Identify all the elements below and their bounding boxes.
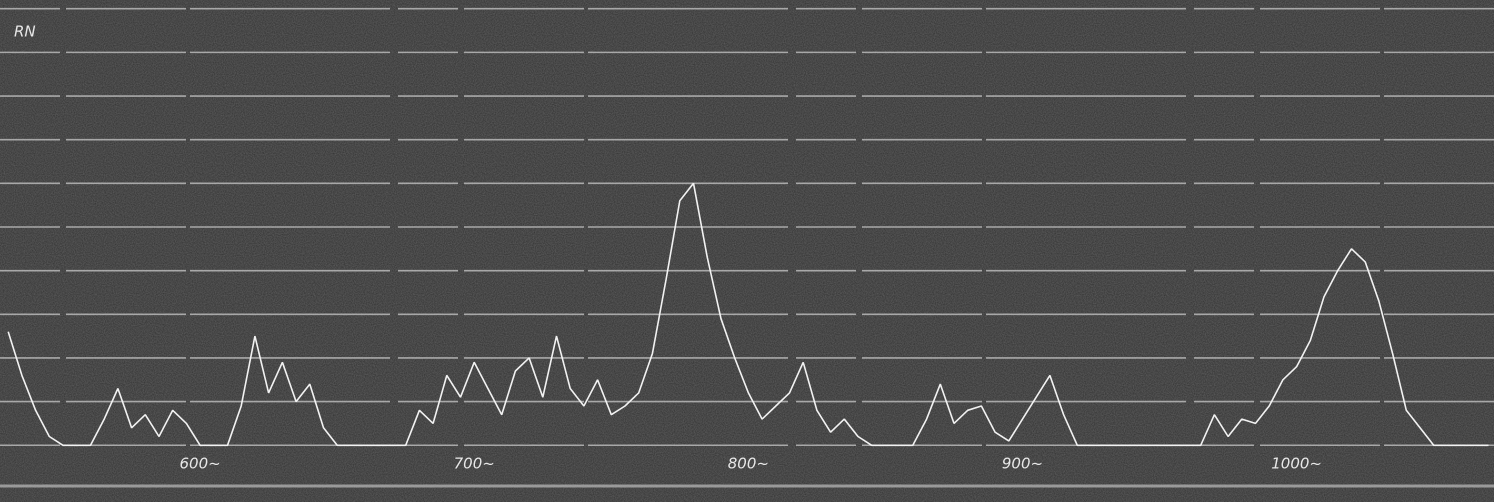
trace xyxy=(7,182,1489,447)
x-tick-label: 1000~ xyxy=(1271,455,1322,473)
x-tick-label: 800~ xyxy=(728,455,769,473)
x-tick-label: 600~ xyxy=(180,455,221,473)
x-tick-label: 900~ xyxy=(1002,455,1043,473)
annotation: RN xyxy=(14,23,36,41)
x-tick-label: 700~ xyxy=(454,455,495,473)
